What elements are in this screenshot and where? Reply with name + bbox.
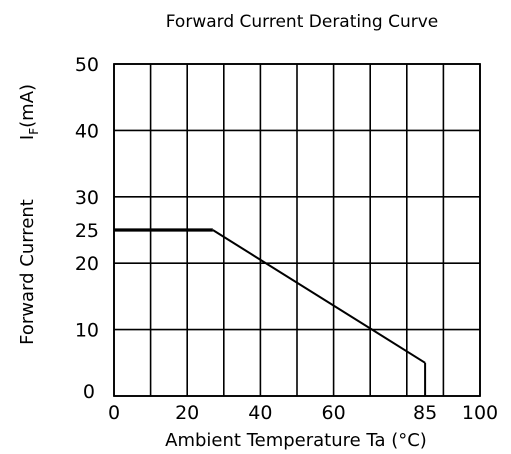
y-tick-label: 10	[75, 320, 99, 342]
y-tick-label: 50	[75, 54, 99, 76]
y-axis-unit: (mA)	[17, 84, 38, 128]
x-tick-label: 20	[175, 402, 199, 424]
y-tick-label: 20	[75, 253, 99, 275]
series-layer	[114, 228, 427, 396]
y-axis-symbol: I	[17, 135, 38, 140]
y-tick-label: 25	[75, 220, 99, 242]
x-axis-label: Ambient Temperature Ta (°C)	[165, 430, 427, 451]
y-tick-labels: 0 10 20 25 30 40 50	[75, 54, 99, 403]
y-tick-label: 40	[75, 120, 99, 142]
y-axis-label: Forward Current	[17, 199, 38, 345]
y-axis-unit-label: IF(mA)	[17, 84, 41, 140]
chart-title: Forward Current Derating Curve	[166, 12, 439, 32]
y-tick-label: 0	[83, 381, 95, 403]
x-tick-label: 60	[322, 402, 346, 424]
x-tick-labels: 0 20 40 60 85 100	[108, 402, 498, 424]
x-tick-label: 40	[248, 402, 272, 424]
x-tick-label: 85	[413, 402, 437, 424]
series-segment	[212, 229, 426, 364]
x-tick-label: 100	[462, 402, 498, 424]
y-tick-label: 30	[75, 187, 99, 209]
x-tick-label: 0	[108, 402, 120, 424]
y-axis-subscript: F	[27, 128, 41, 135]
